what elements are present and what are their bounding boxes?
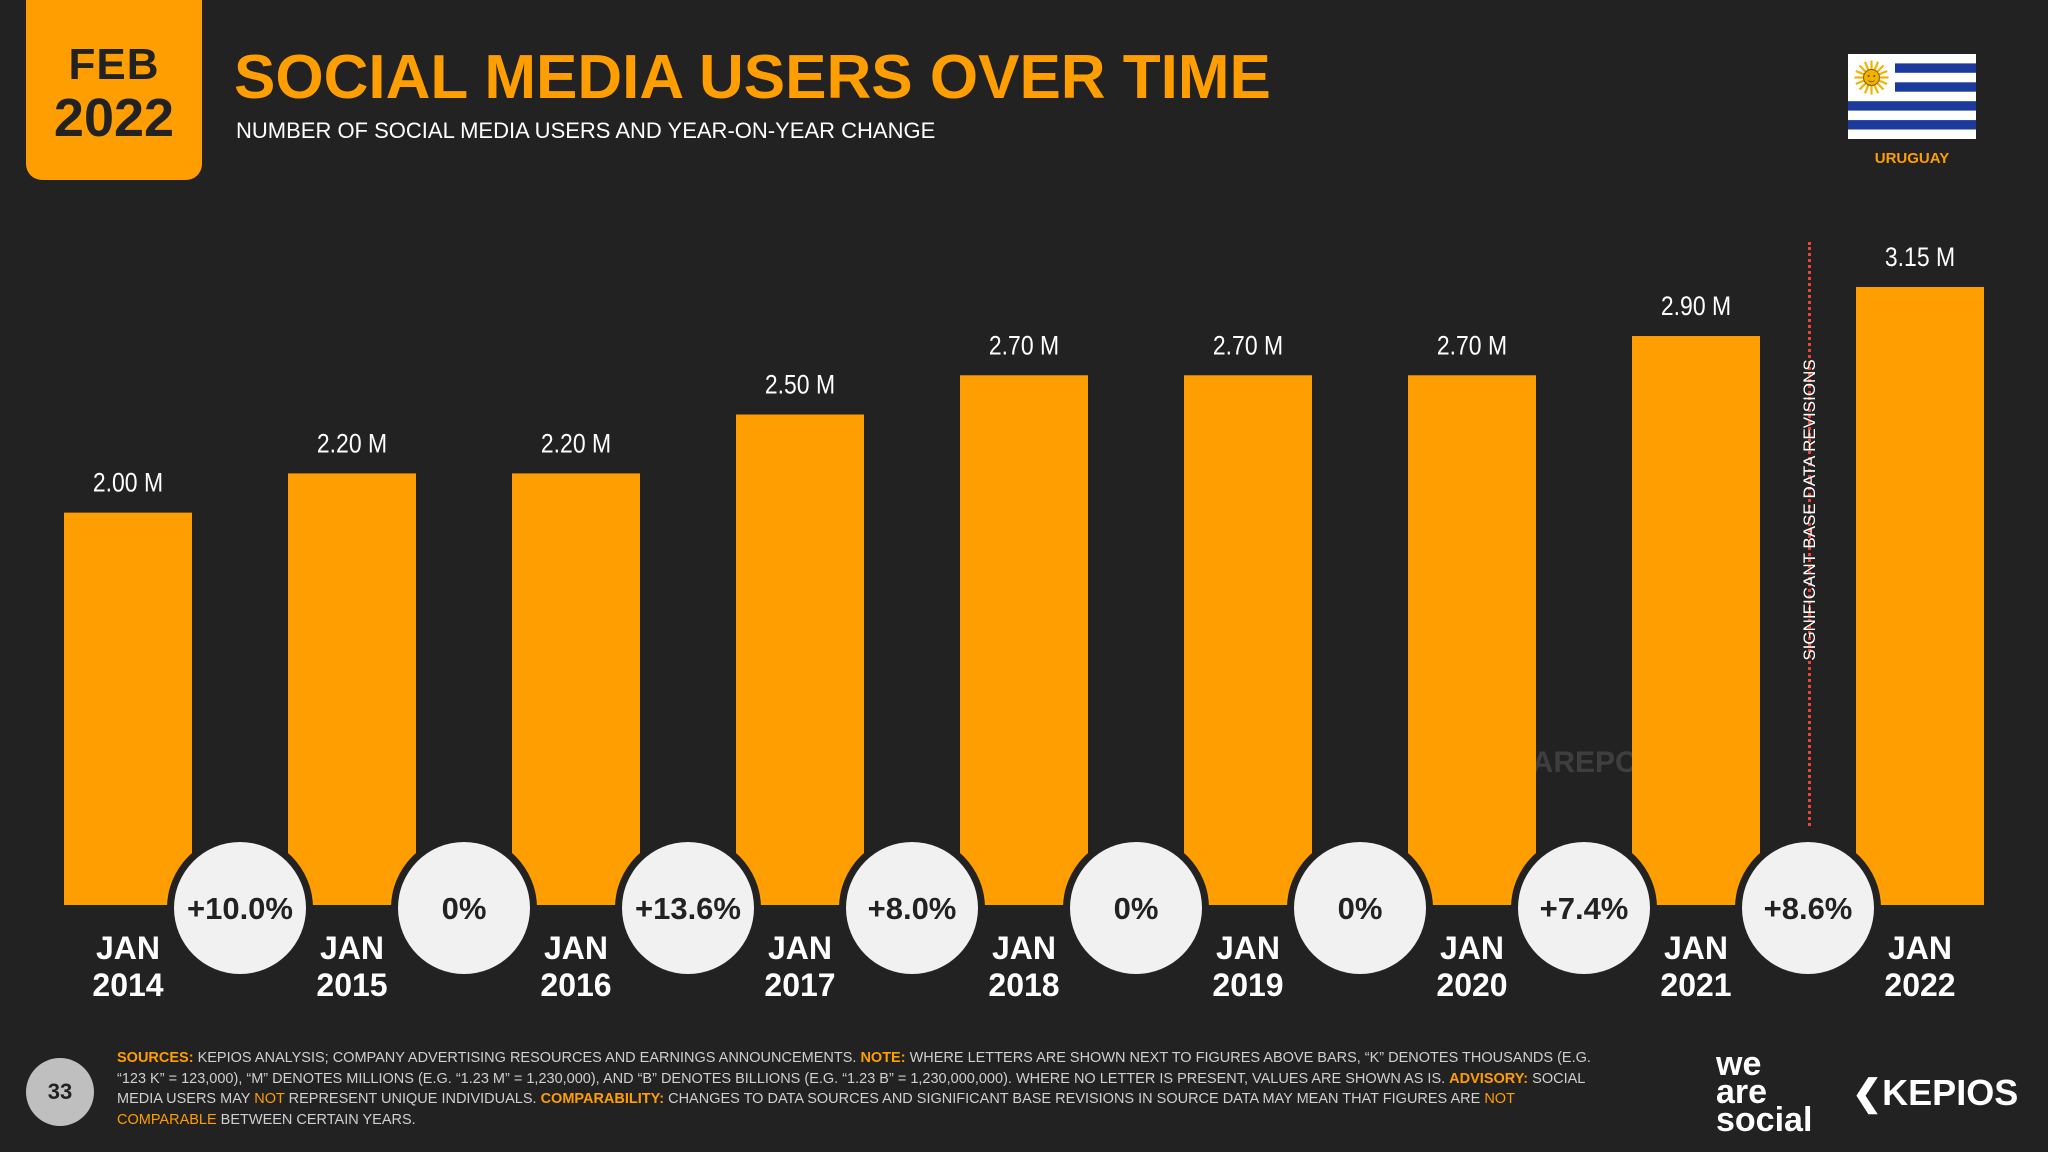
value-labels-layer: 2.00 M 2.20 M 2.20 M 2.50 M 2.70 M 2.70 M 2.70… — [93, 242, 1955, 498]
page-subtitle: NUMBER OF SOCIAL MEDIA USERS AND YEAR-ON… — [236, 118, 936, 143]
value-label-2019: 2.70 M — [1213, 331, 1283, 361]
x-month-label-2018: JAN — [992, 930, 1056, 966]
yoy-badge-label-8: +8.6% — [1764, 891, 1853, 926]
yoy-badge-label-5: 0% — [1114, 891, 1159, 926]
country-label: URUGUAY — [1874, 150, 1950, 167]
yoy-badge-label-6: 0% — [1338, 891, 1383, 926]
yoy-badge-6 — [1294, 842, 1426, 974]
logo-line-we: we — [1716, 1045, 1762, 1083]
comparability-end-1: COMPARABLE — [117, 1111, 217, 1128]
logo-line-social: social — [1716, 1101, 1813, 1139]
sources-label: SOURCES: — [117, 1050, 194, 1066]
x-month-label-2014: JAN — [96, 930, 160, 966]
x-year-label-2015: 2015 — [316, 967, 387, 1003]
we-are-social-logo: we are social — [1716, 1045, 1813, 1139]
kepios-mark-icon: ❮ — [1852, 1072, 1883, 1113]
bar-2021 — [1632, 336, 1760, 905]
comparability-end-2: BETWEEN CERTAIN YEARS. — [216, 1111, 416, 1128]
bar-2015 — [288, 473, 416, 905]
bar-2016 — [512, 473, 640, 905]
yoy-badge-2 — [398, 842, 530, 974]
comparability-not: NOT — [1484, 1091, 1515, 1107]
x-year-label-2020: 2020 — [1436, 967, 1507, 1003]
revision-divider — [1808, 242, 1812, 826]
revision-annotation: SIGNIFICANT BASE DATA REVISIONS — [1800, 359, 1819, 661]
footnote: SOURCES: KEPIOS ANALYSIS; COMPANY ADVERT… — [117, 1048, 1597, 1130]
x-year-label-2014: 2014 — [92, 967, 163, 1003]
yoy-badge-label-7: +7.4% — [1540, 891, 1629, 926]
kepios-logo: ❮KEPIOS — [1852, 1072, 2018, 1114]
value-label-2021: 2.90 M — [1661, 291, 1731, 321]
x-month-label-2017: JAN — [768, 930, 832, 966]
x-month-label-2022: JAN — [1888, 930, 1952, 966]
bars-layer — [64, 287, 1984, 905]
value-label-2016: 2.20 M — [541, 429, 611, 459]
value-label-2018: 2.70 M — [989, 331, 1059, 361]
note-label: NOTE: — [860, 1050, 906, 1066]
value-label-2022: 3.15 M — [1885, 242, 1955, 272]
yoy-badge-8 — [1742, 842, 1874, 974]
yoy-badge-label-4: +8.0% — [868, 891, 957, 926]
x-year-label-2019: 2019 — [1212, 967, 1283, 1003]
sources-text: KEPIOS ANALYSIS; COMPANY ADVERTISING RES… — [193, 1050, 861, 1066]
x-month-label-2015: JAN — [320, 930, 384, 966]
yoy-badge-label-3: +13.6% — [635, 891, 741, 926]
date-badge: FEB 2022 — [26, 0, 202, 180]
yoy-badge-5 — [1070, 842, 1202, 974]
advisory-text-1: SOCIAL MEDIA USERS MAY — [117, 1070, 1585, 1108]
advisory-text-2: REPRESENT UNIQUE INDIVIDUALS. — [284, 1091, 541, 1107]
yoy-badge-label-1: +10.0% — [187, 891, 293, 926]
yoy-badge-1 — [174, 842, 306, 974]
yoy-badge-3 — [622, 842, 754, 974]
x-month-label-2016: JAN — [544, 930, 608, 966]
comparability-label: COMPARABILITY: — [540, 1091, 665, 1107]
value-label-2020: 2.70 M — [1437, 331, 1507, 361]
date-month: FEB — [68, 40, 160, 89]
note-text: WHERE LETTERS ARE SHOWN NEXT TO FIGURES … — [117, 1050, 1591, 1087]
x-year-label-2017: 2017 — [764, 967, 835, 1003]
bar-2019 — [1184, 375, 1312, 905]
bar-2020 — [1408, 375, 1536, 905]
kepios-text: KEPIOS — [1882, 1072, 2019, 1113]
bar-2014 — [64, 512, 192, 905]
yoy-badge-label-2: 0% — [442, 891, 487, 926]
x-month-label-2019: JAN — [1216, 930, 1280, 966]
advisory-not: NOT — [254, 1091, 285, 1107]
x-year-label-2022: 2022 — [1884, 967, 1955, 1003]
x-year-label-2021: 2021 — [1660, 967, 1731, 1003]
bar-2017 — [736, 414, 864, 905]
x-month-label-2021: JAN — [1664, 930, 1728, 966]
value-label-2014: 2.00 M — [93, 468, 163, 498]
logo-line-are: are — [1716, 1073, 1768, 1111]
value-label-2017: 2.50 M — [765, 370, 835, 400]
x-year-label-2016: 2016 — [540, 967, 611, 1003]
x-axis-labels-layer: JAN2014JAN2015JAN2016JAN2017JAN2018JAN20… — [92, 930, 1955, 1003]
x-year-label-2018: 2018 — [988, 967, 1059, 1003]
uruguay-flag-icon — [1848, 54, 1976, 139]
page-number: 33 — [26, 1058, 94, 1126]
yoy-badge-7 — [1518, 842, 1650, 974]
bar-2022 — [1856, 287, 1984, 905]
yoy-badge-4 — [846, 842, 978, 974]
value-label-2015: 2.20 M — [317, 429, 387, 459]
bar-2018 — [960, 375, 1088, 905]
advisory-label: ADVISORY: — [1449, 1070, 1529, 1087]
comparability-text: CHANGES TO DATA SOURCES AND SIGNIFICANT … — [664, 1091, 1485, 1107]
date-year: 2022 — [53, 88, 175, 148]
x-month-label-2020: JAN — [1440, 930, 1504, 966]
page-title: SOCIAL MEDIA USERS OVER TIME — [234, 43, 1271, 112]
yoy-badges-layer: +10.0% 0% +13.6% +8.0% 0% 0% +7.4% +8.6% — [167, 835, 1881, 981]
